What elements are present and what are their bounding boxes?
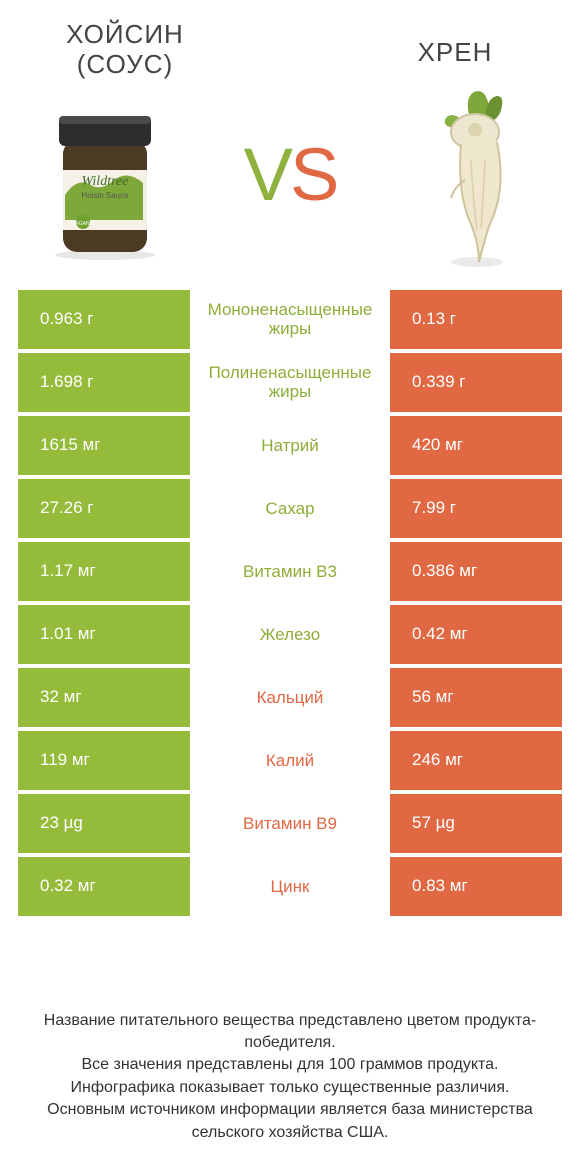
- value-right: 0.13 г: [390, 290, 562, 349]
- table-row: 1.01 мгЖелезо0.42 мг: [18, 605, 562, 664]
- table-row: 1.698 гПолиненасыщенные жиры0.339 г: [18, 353, 562, 412]
- images-row: Wildtree Hoisin Sauce ORGANIC VS: [0, 90, 580, 290]
- value-left: 119 мг: [18, 731, 190, 790]
- nutrient-label: Натрий: [190, 416, 390, 475]
- title-left: ХОЙСИН (СОУС): [25, 20, 225, 80]
- product-right-image: [400, 95, 550, 265]
- value-left: 1.17 мг: [18, 542, 190, 601]
- value-right: 0.42 мг: [390, 605, 562, 664]
- table-row: 23 µgВитамин B957 µg: [18, 794, 562, 853]
- nutrient-label: Цинк: [190, 857, 390, 916]
- footer-line1: Название питательного вещества представл…: [22, 1010, 558, 1055]
- nutrient-label: Полиненасыщенные жиры: [190, 353, 390, 412]
- value-right: 0.83 мг: [390, 857, 562, 916]
- table-row: 27.26 гСахар7.99 г: [18, 479, 562, 538]
- value-right: 420 мг: [390, 416, 562, 475]
- value-left: 0.32 мг: [18, 857, 190, 916]
- table-row: 0.963 гМононенасыщенные жиры0.13 г: [18, 290, 562, 349]
- value-right: 57 µg: [390, 794, 562, 853]
- table-row: 0.32 мгЦинк0.83 мг: [18, 857, 562, 916]
- value-left: 27.26 г: [18, 479, 190, 538]
- nutrient-label: Витамин B3: [190, 542, 390, 601]
- value-right: 0.339 г: [390, 353, 562, 412]
- title-left-line1: ХОЙСИН: [66, 19, 184, 49]
- value-right: 7.99 г: [390, 479, 562, 538]
- hoisin-jar-icon: Wildtree Hoisin Sauce ORGANIC: [35, 100, 175, 260]
- nutrient-label: Железо: [190, 605, 390, 664]
- value-left: 1.698 г: [18, 353, 190, 412]
- value-right: 246 мг: [390, 731, 562, 790]
- svg-text:Wildtree: Wildtree: [82, 174, 129, 189]
- nutrient-label: Калий: [190, 731, 390, 790]
- value-left: 1615 мг: [18, 416, 190, 475]
- product-left-image: Wildtree Hoisin Sauce ORGANIC: [30, 95, 180, 265]
- table-row: 1.17 мгВитамин B30.386 мг: [18, 542, 562, 601]
- table-row: 1615 мгНатрий420 мг: [18, 416, 562, 475]
- footer-notes: Название питательного вещества представл…: [0, 1010, 580, 1144]
- value-left: 0.963 г: [18, 290, 190, 349]
- table-row: 32 мгКальций56 мг: [18, 668, 562, 727]
- value-left: 1.01 мг: [18, 605, 190, 664]
- table-row: 119 мгКалий246 мг: [18, 731, 562, 790]
- value-right: 56 мг: [390, 668, 562, 727]
- title-left-line2: (СОУС): [77, 49, 173, 79]
- nutrient-label: Витамин B9: [190, 794, 390, 853]
- vs-s: S: [290, 133, 336, 216]
- horseradish-icon: [415, 90, 535, 270]
- footer-line4: Основным источником информации является …: [22, 1099, 558, 1144]
- svg-text:Hoisin Sauce: Hoisin Sauce: [81, 191, 129, 200]
- svg-text:ORGANIC: ORGANIC: [71, 221, 95, 227]
- value-right: 0.386 мг: [390, 542, 562, 601]
- header: ХОЙСИН (СОУС) ХРЕН: [0, 0, 580, 90]
- nutrient-label: Мононенасыщенные жиры: [190, 290, 390, 349]
- comparison-table: 0.963 гМононенасыщенные жиры0.13 г1.698 …: [0, 290, 580, 916]
- value-left: 23 µg: [18, 794, 190, 853]
- footer-line3: Инфографика показывает только существенн…: [22, 1077, 558, 1099]
- nutrient-label: Кальций: [190, 668, 390, 727]
- nutrient-label: Сахар: [190, 479, 390, 538]
- value-left: 32 мг: [18, 668, 190, 727]
- vs-label: VS: [244, 138, 337, 212]
- vs-v: V: [244, 133, 290, 216]
- title-right: ХРЕН: [355, 38, 555, 68]
- footer-line2: Все значения представлены для 100 граммо…: [22, 1054, 558, 1076]
